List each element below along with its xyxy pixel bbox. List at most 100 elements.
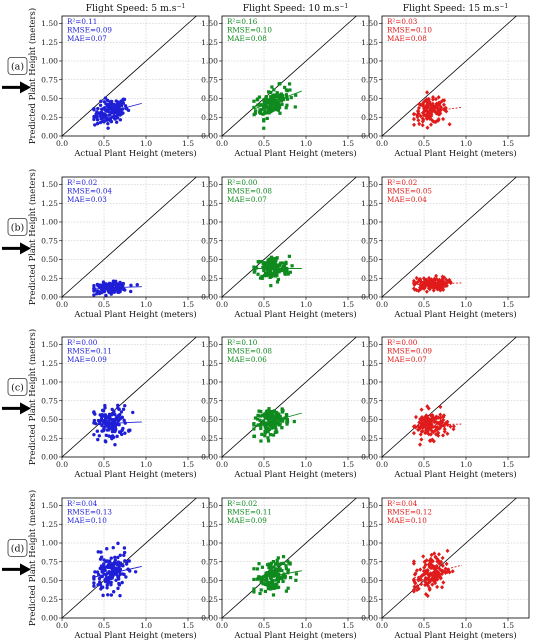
data-point: [282, 97, 286, 102]
panel-c-col2: 0.0 0.5 1.0 1.5 0.00 0.25 0.50 0.75 1.00 1.25 1.50…: [201, 336, 370, 479]
data-point: [429, 565, 434, 571]
x-tick-label: 1.5: [502, 621, 514, 630]
data-point: [105, 583, 110, 587]
data-point: [284, 412, 288, 417]
data-point: [98, 103, 103, 108]
data-point: [413, 580, 418, 586]
data-point: [269, 90, 273, 95]
data-point: [420, 101, 425, 106]
data-point: [102, 100, 107, 104]
y-tick-label: 0.00: [361, 293, 378, 302]
data-point: [279, 98, 283, 102]
data-point: [105, 547, 109, 551]
data-point: [433, 575, 438, 580]
data-point: [277, 96, 281, 100]
data-point: [257, 95, 262, 99]
data-point: [114, 416, 118, 421]
data-point: [106, 118, 111, 122]
data-point: [262, 126, 266, 130]
data-point: [254, 109, 258, 113]
y-tick-label: 0.25: [361, 113, 378, 122]
data-point: [259, 439, 263, 443]
data-point: [274, 427, 278, 431]
data-point: [266, 105, 270, 109]
x-tick-label: 1.0: [140, 300, 152, 309]
regression-line: [93, 565, 142, 578]
data-point: [270, 85, 274, 89]
data-point: [419, 417, 424, 422]
stat-mae: MAE=0.09: [227, 516, 267, 525]
data-point: [262, 575, 266, 579]
data-point: [265, 409, 269, 413]
data-point: [419, 407, 424, 412]
plot-frame: [381, 497, 530, 619]
data-point: [418, 283, 423, 289]
data-point: [96, 550, 100, 554]
stat-r2: R²=0.00: [67, 338, 98, 347]
y-tick-label: 0.25: [201, 113, 218, 122]
x-axis-label: Actual Plant Height (meters): [233, 469, 356, 479]
x-axis-label: Actual Plant Height (meters): [393, 630, 516, 640]
data-point: [441, 433, 446, 438]
data-point: [270, 572, 274, 576]
data-point: [103, 403, 107, 408]
data-point: [430, 278, 435, 283]
data-point: [99, 550, 103, 554]
y-tick-label: 1.25: [41, 359, 58, 368]
data-point: [118, 561, 123, 565]
data-point: [424, 414, 429, 419]
data-point: [439, 571, 444, 577]
plot-frame: [61, 176, 210, 298]
data-point: [266, 587, 270, 591]
data-point: [289, 96, 293, 100]
row-arrow-head: [20, 242, 31, 255]
data-point: [284, 260, 288, 264]
regression-line: [253, 90, 302, 110]
data-point: [271, 569, 275, 573]
x-tick-label: 0.5: [98, 460, 110, 469]
row-arrow-head: [20, 563, 31, 576]
data-point: [442, 429, 447, 434]
y-tick-label: 1.50: [361, 180, 378, 189]
y-tick-label: 0.00: [201, 614, 218, 623]
data-point: [287, 561, 291, 565]
data-point: [263, 589, 268, 594]
data-point: [277, 574, 281, 579]
data-point: [99, 99, 103, 104]
data-point: [272, 88, 276, 92]
data-point: [121, 426, 125, 431]
data-point: [268, 268, 272, 272]
x-tick-label: 0.5: [418, 460, 430, 469]
data-point: [444, 283, 449, 288]
data-point: [440, 563, 445, 568]
row-label-2: (b): [11, 222, 25, 233]
data-point: [285, 89, 289, 93]
data-point: [118, 416, 122, 420]
data-point: [267, 111, 271, 115]
data-point: [427, 275, 432, 281]
data-point: [275, 104, 279, 109]
data-point: [263, 111, 267, 115]
data-point: [273, 94, 278, 98]
x-axis-label: Actual Plant Height (meters): [73, 148, 196, 158]
data-point: [259, 426, 263, 431]
stat-r2: R²=0.04: [387, 499, 418, 508]
column-title-1: Flight Speed: 5 m.s−1: [86, 3, 186, 14]
data-point: [262, 274, 267, 278]
y-tick-label: 0.75: [361, 236, 378, 245]
y-tick-label: 0.75: [41, 75, 58, 84]
data-point: [266, 411, 270, 415]
x-tick-label: 0.0: [376, 460, 388, 469]
data-point: [96, 437, 100, 442]
y-tick-label: 0.50: [361, 255, 378, 264]
stat-rmse: RMSE=0.12: [387, 508, 432, 517]
data-point: [276, 108, 281, 112]
data-point: [431, 439, 436, 444]
data-point: [267, 583, 271, 587]
one-to-one-line: [221, 336, 357, 458]
x-axis-label: Actual Plant Height (meters): [393, 148, 516, 158]
data-point: [448, 424, 453, 429]
data-point: [275, 561, 279, 565]
data-point: [270, 255, 274, 259]
data-point: [122, 550, 127, 555]
